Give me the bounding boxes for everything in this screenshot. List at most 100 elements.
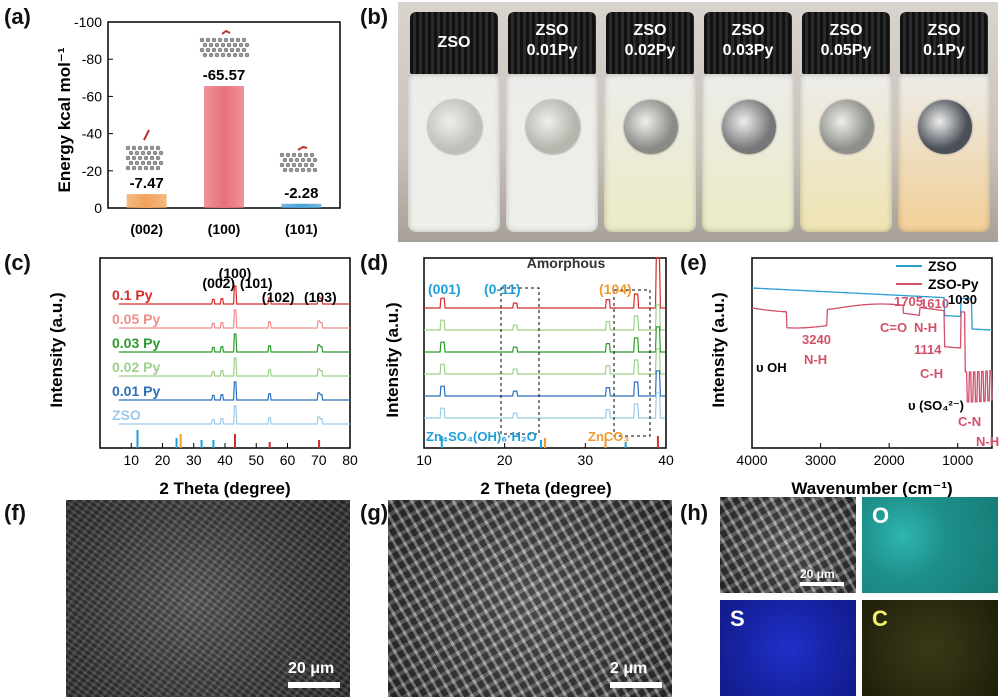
- vial-photo: ZSO ZSO 0.01Py ZSO 0.02Py ZSO 0.03Py ZSO 0.0…: [398, 2, 998, 242]
- ftir-annotation: 1030: [948, 292, 977, 307]
- reference-peak: [200, 440, 203, 448]
- panel-label-e: (e): [680, 250, 707, 275]
- vial-label-line1: ZSO: [731, 22, 765, 39]
- chart-a-ytick-label: 0: [94, 200, 102, 216]
- bar-100: [204, 86, 244, 208]
- trace-0.05-py: [118, 309, 350, 329]
- scalebar-h-label: 20 μm: [800, 567, 835, 581]
- amorphous-box: [500, 287, 540, 435]
- trace-d-3: [424, 326, 666, 353]
- legend-zso-py-label: ZSO-Py: [928, 276, 979, 292]
- panel-label-c: (c): [4, 250, 31, 275]
- reference-peak: [136, 430, 139, 448]
- peak-label: (102): [262, 289, 295, 305]
- eds-map-o-label: O: [872, 503, 890, 528]
- zn-disc: [722, 100, 776, 154]
- surface-model-100-icon: [199, 29, 250, 58]
- vial-label-line1: ZSO: [535, 22, 569, 39]
- bar-value-label: -2.28: [284, 185, 318, 202]
- surface-model-101-icon: [279, 145, 318, 173]
- chart-d-xlabel: 2 Theta (degree): [480, 479, 611, 498]
- peak-104-label: (104): [599, 281, 632, 297]
- peak-label: (103): [304, 289, 337, 305]
- eds-map-c-label: C: [872, 606, 888, 631]
- chart-e-ylabel: Intensity (a.u.): [709, 292, 728, 407]
- trace-0.1-py: [118, 285, 350, 305]
- vial-5: ZSO 0.05Py: [800, 12, 892, 234]
- eds-map-s: S: [720, 600, 856, 696]
- series-label: ZSO: [112, 407, 141, 423]
- category-label: (002): [130, 221, 163, 237]
- chart-d-ylabel: Intensity (a.u.): [383, 302, 402, 417]
- chart-c-xtick-label: 20: [155, 452, 171, 468]
- chart-a-ytick-label: -80: [82, 51, 102, 67]
- vial-cap: [410, 12, 498, 74]
- chart-d: Intensity (a.u.) 2 Theta (degree) 10 20 30…: [383, 255, 674, 498]
- chart-d-xtick-label: 10: [416, 452, 432, 468]
- vial-6: ZSO 0.1Py: [898, 12, 990, 234]
- chart-c-xtick-label: 10: [123, 452, 139, 468]
- scalebar-g: [610, 682, 662, 688]
- vial-label-line2: 0.03Py: [722, 42, 774, 59]
- peak-label: (101): [240, 275, 273, 291]
- series-label: 0.05 Py: [112, 311, 160, 327]
- panel-label-g: (g): [360, 500, 389, 525]
- vial-label-line1: ZSO: [829, 22, 863, 39]
- znco3-box: [613, 289, 651, 437]
- legend-zso-label: ZSO: [928, 258, 957, 274]
- bar-101: [281, 203, 322, 208]
- ftir-annotation: 3240: [802, 332, 831, 347]
- chart-d-xtick-label: 30: [578, 452, 594, 468]
- ftir-annotation: υ OH: [756, 360, 787, 375]
- chart-e-xtick-label: 2000: [874, 452, 905, 468]
- reference-peak: [539, 440, 542, 448]
- chart-a-ylabel: Energy kcal mol⁻¹: [55, 47, 74, 192]
- ftir-annotation: 1114: [914, 342, 942, 357]
- zn-disc: [820, 100, 874, 154]
- zn-disc: [918, 100, 972, 154]
- vial-cap: [802, 12, 890, 74]
- trace-d-5: [424, 370, 666, 397]
- ftir-annotation: C=O: [880, 320, 907, 335]
- scalebar-f-label: 20 μm: [288, 660, 335, 677]
- reference-peak: [175, 438, 178, 448]
- chart-c-xtick-label: 50: [248, 452, 264, 468]
- vial-1: ZSO: [408, 12, 500, 234]
- trace-0.01-py: [118, 381, 350, 401]
- sem-image-f: 20 μm: [66, 500, 350, 697]
- chart-d-xtick-label: 40: [658, 452, 674, 468]
- series-label: 0.01 Py: [112, 383, 160, 399]
- bar-value-label: -65.57: [203, 67, 246, 84]
- reference-peak: [604, 436, 607, 448]
- chart-e-xlabel: Wavenumber (cm⁻¹): [791, 479, 952, 498]
- ftir-annotation: N-H: [914, 320, 937, 335]
- surface-model-002-icon: [125, 129, 164, 171]
- ftir-annotation: C-H: [920, 366, 943, 381]
- scalebar-h: [800, 582, 844, 586]
- chart-c-xtick-label: 40: [217, 452, 233, 468]
- series-label: 0.03 Py: [112, 335, 160, 351]
- vial-label-line2: 0.01Py: [526, 42, 578, 59]
- bar-002: [126, 194, 167, 208]
- scalebar-f: [288, 682, 340, 688]
- zn-disc: [428, 100, 482, 154]
- reference-peak: [268, 442, 271, 448]
- reference-peak: [544, 438, 546, 448]
- vial-label-line2: 0.05Py: [820, 42, 872, 59]
- reference-peak: [656, 436, 659, 448]
- panel-label-d: (d): [360, 250, 389, 275]
- scalebar-g-label: 2 μm: [610, 660, 648, 677]
- trace-d-4: [424, 348, 666, 375]
- chart-a-ytick-label: -60: [82, 88, 102, 104]
- reference-peak: [179, 434, 182, 448]
- peak-label: (002): [202, 275, 235, 291]
- amorphous-label: Amorphous: [527, 255, 606, 271]
- ftir-annotation: C-N: [958, 414, 981, 429]
- panel-label-f: (f): [4, 500, 26, 525]
- peak-0-11-label: (0-11): [484, 281, 521, 297]
- vial-label-line1: ZSO: [437, 34, 471, 51]
- chart-e-xtick-label: 4000: [736, 452, 767, 468]
- panel-label-b: (b): [360, 4, 389, 29]
- chart-c-xtick-label: 80: [342, 452, 358, 468]
- chart-c-xtick-label: 30: [186, 452, 202, 468]
